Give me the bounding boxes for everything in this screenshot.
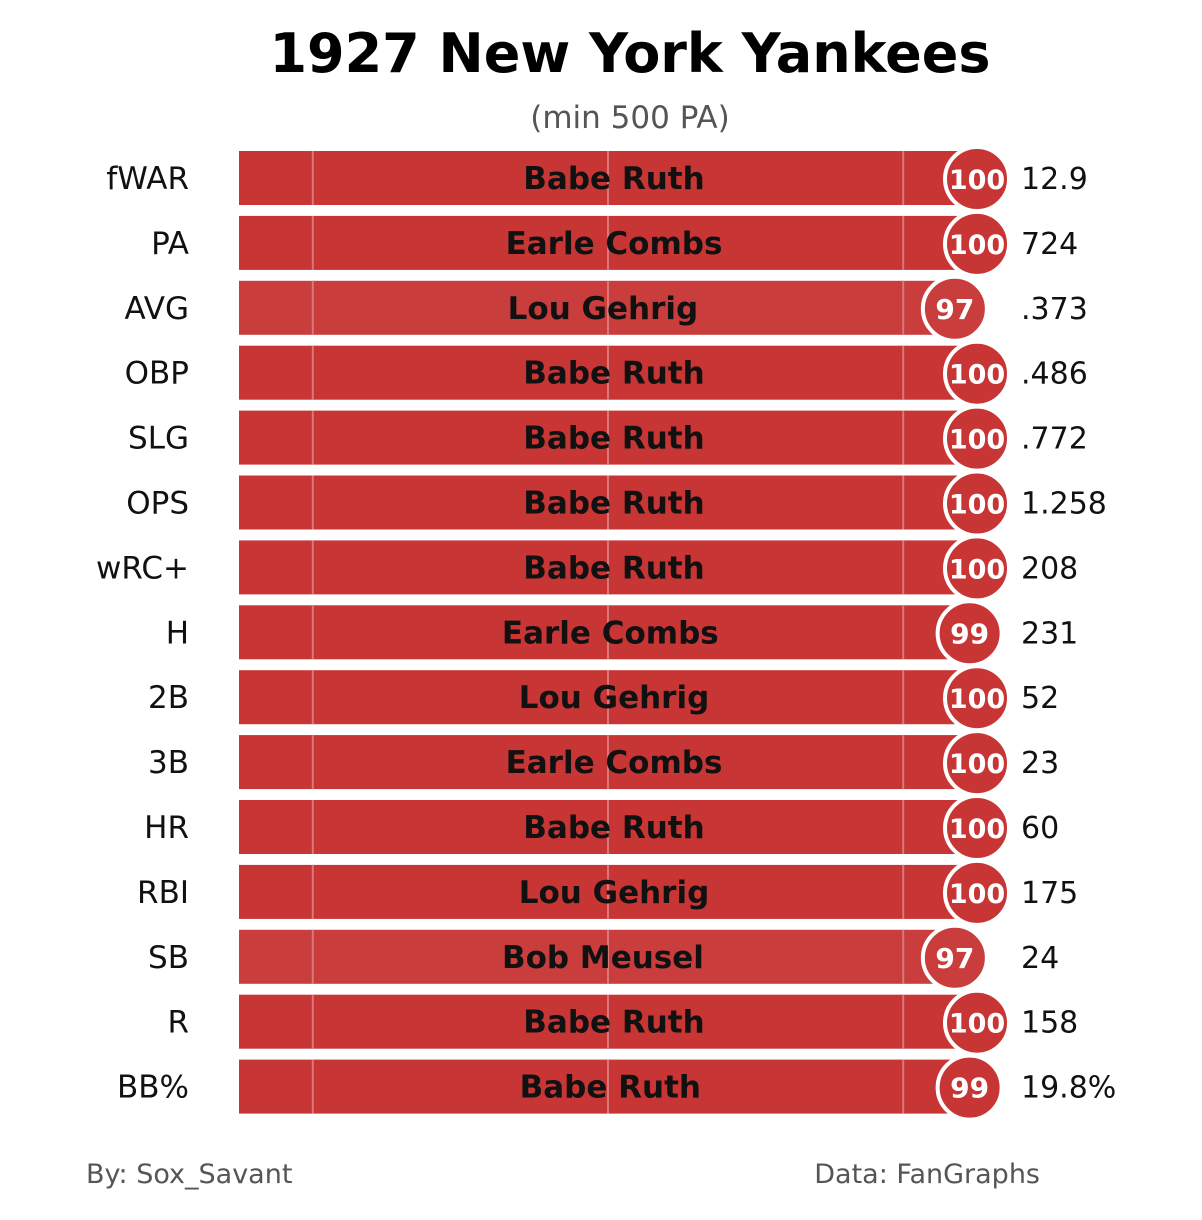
- percentile-label: 100: [949, 425, 1005, 456]
- percentile-label: 100: [949, 1009, 1005, 1040]
- category-label: OPS: [126, 486, 189, 522]
- player-name: Lou Gehrig: [508, 291, 699, 327]
- stat-value: 60: [1021, 811, 1059, 846]
- player-name: Babe Ruth: [523, 161, 704, 197]
- bar-row: AVG Lou Gehrig 97 .373: [125, 274, 1088, 343]
- stat-value: .772: [1021, 422, 1088, 457]
- player-name: Babe Ruth: [523, 550, 704, 586]
- player-name: Babe Ruth: [523, 356, 704, 392]
- bar-row: HR Babe Ruth 100 60: [144, 794, 1059, 862]
- category-label: 2B: [148, 680, 189, 716]
- player-name: Lou Gehrig: [519, 680, 710, 716]
- stat-value: 12.9: [1021, 162, 1088, 197]
- bar-row: R Babe Ruth 100 158: [167, 988, 1078, 1057]
- percentile-label: 100: [949, 490, 1005, 521]
- category-label: SLG: [128, 421, 189, 457]
- category-label: HR: [144, 810, 189, 846]
- percentile-label: 100: [949, 684, 1005, 715]
- stat-value: 175: [1021, 876, 1078, 911]
- bar-row: RBI Lou Gehrig 100 175: [137, 858, 1078, 927]
- player-name: Earle Combs: [502, 615, 719, 651]
- chart-title: 1927 New York Yankees: [269, 22, 990, 85]
- player-name: Babe Ruth: [523, 486, 704, 522]
- stat-value: 23: [1021, 746, 1059, 781]
- bar: [239, 605, 970, 660]
- player-name: Earle Combs: [506, 745, 723, 781]
- stat-value: 724: [1021, 227, 1078, 262]
- category-label: R: [167, 1005, 189, 1041]
- percentile-label: 100: [949, 879, 1005, 910]
- percentile-label: 99: [950, 617, 989, 650]
- bar-row: 2B Lou Gehrig 100 52: [148, 664, 1059, 733]
- bar-row: SLG Babe Ruth 100 .772: [128, 404, 1088, 473]
- bar-row: BB% Babe Ruth 99 19.8%: [117, 1053, 1116, 1122]
- bar-row: wRC+ Babe Ruth 100 208: [96, 534, 1078, 603]
- category-label: SB: [148, 940, 189, 976]
- category-label: RBI: [137, 875, 189, 911]
- bar: [239, 929, 955, 984]
- category-label: wRC+: [96, 550, 189, 586]
- percentile-circle: [920, 274, 989, 343]
- category-label: PA: [151, 226, 189, 262]
- percentile-label: 97: [935, 293, 974, 326]
- bar: [239, 1059, 970, 1114]
- percentile-circle: [920, 923, 989, 992]
- category-label: OBP: [125, 356, 189, 392]
- percentile-label: 100: [949, 554, 1005, 585]
- chart-subtitle: (min 500 PA): [530, 100, 729, 136]
- bar-row: H Earle Combs 99 231: [166, 599, 1078, 668]
- stat-value: 231: [1021, 616, 1078, 651]
- player-name: Babe Ruth: [523, 421, 704, 457]
- percentile-label: 100: [949, 360, 1005, 391]
- percentile-circle: [943, 209, 1011, 278]
- stat-value: 1.258: [1021, 487, 1107, 522]
- bar-row: 3B Earle Combs 100 23: [148, 729, 1059, 798]
- percentile-label: 99: [950, 1072, 989, 1105]
- percentile-label: 100: [949, 749, 1005, 780]
- bar-row: PA Earle Combs 100 724: [151, 209, 1078, 278]
- footer-author: By: Sox_Savant: [86, 1159, 292, 1190]
- stat-value: 208: [1021, 551, 1078, 586]
- category-label: fWAR: [106, 161, 189, 197]
- bar-row: fWAR Babe Ruth 100 12.9: [106, 145, 1088, 213]
- stat-value: .486: [1021, 357, 1088, 392]
- player-name: Earle Combs: [506, 226, 723, 262]
- percentile-circle: [935, 1053, 1004, 1122]
- stat-value: 24: [1021, 941, 1059, 976]
- percentile-label: 97: [935, 942, 974, 975]
- bar-row: SB Bob Meusel 97 24: [148, 923, 1059, 992]
- bar: [239, 280, 955, 335]
- category-label: 3B: [148, 745, 189, 781]
- player-name: Babe Ruth: [520, 1070, 701, 1106]
- percentile-label: 100: [949, 165, 1005, 196]
- player-name: Babe Ruth: [523, 810, 704, 846]
- player-name: Babe Ruth: [523, 1005, 704, 1041]
- stat-value: 19.8%: [1021, 1071, 1116, 1106]
- player-name: Lou Gehrig: [519, 875, 710, 911]
- percentile-label: 100: [949, 230, 1005, 261]
- stat-value: 52: [1021, 681, 1059, 716]
- percentile-label: 100: [949, 814, 1005, 845]
- percentile-circle: [943, 858, 1011, 927]
- stat-value: .373: [1021, 292, 1088, 327]
- bar-row: OBP Babe Ruth 100 .486: [125, 339, 1088, 408]
- category-label: AVG: [125, 291, 189, 327]
- player-name: Bob Meusel: [502, 940, 704, 976]
- category-label: BB%: [117, 1070, 189, 1106]
- stat-value: 158: [1021, 1006, 1078, 1041]
- bar-row: OPS Babe Ruth 100 1.258: [126, 469, 1107, 538]
- category-label: H: [166, 615, 189, 651]
- footer-source: Data: FanGraphs: [814, 1159, 1040, 1190]
